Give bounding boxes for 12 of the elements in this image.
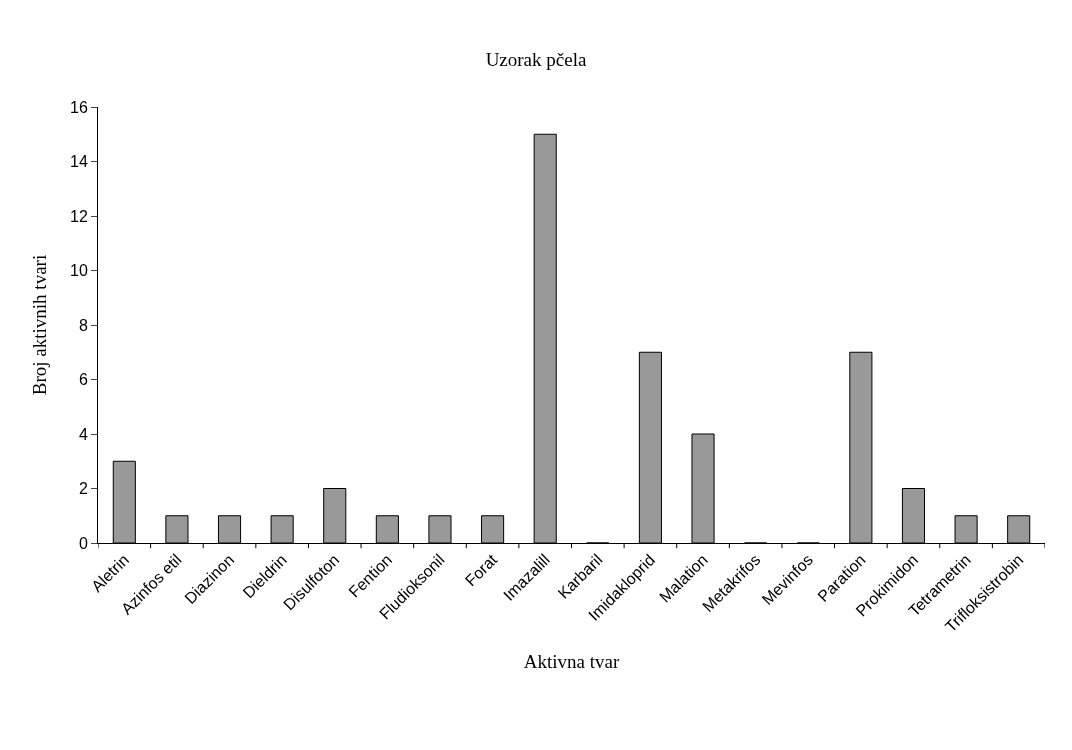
y-tick-label: 4 — [78, 425, 88, 443]
y-tick-label: 2 — [78, 480, 88, 498]
y-tick-label: 10 — [70, 262, 88, 280]
x-axis-title: Aktivna tvar — [523, 651, 620, 673]
chart-title: Uzorak pčela — [485, 48, 587, 70]
y-tick-label: 0 — [78, 534, 88, 552]
y-tick-label: 8 — [78, 316, 88, 334]
y-tick-label: 6 — [78, 371, 88, 389]
y-axis-title: Broj aktivnih tvari — [28, 254, 50, 396]
y-tick-label: 16 — [70, 98, 88, 116]
y-tick-label: 14 — [70, 153, 88, 171]
y-tick-label: 12 — [70, 207, 88, 225]
